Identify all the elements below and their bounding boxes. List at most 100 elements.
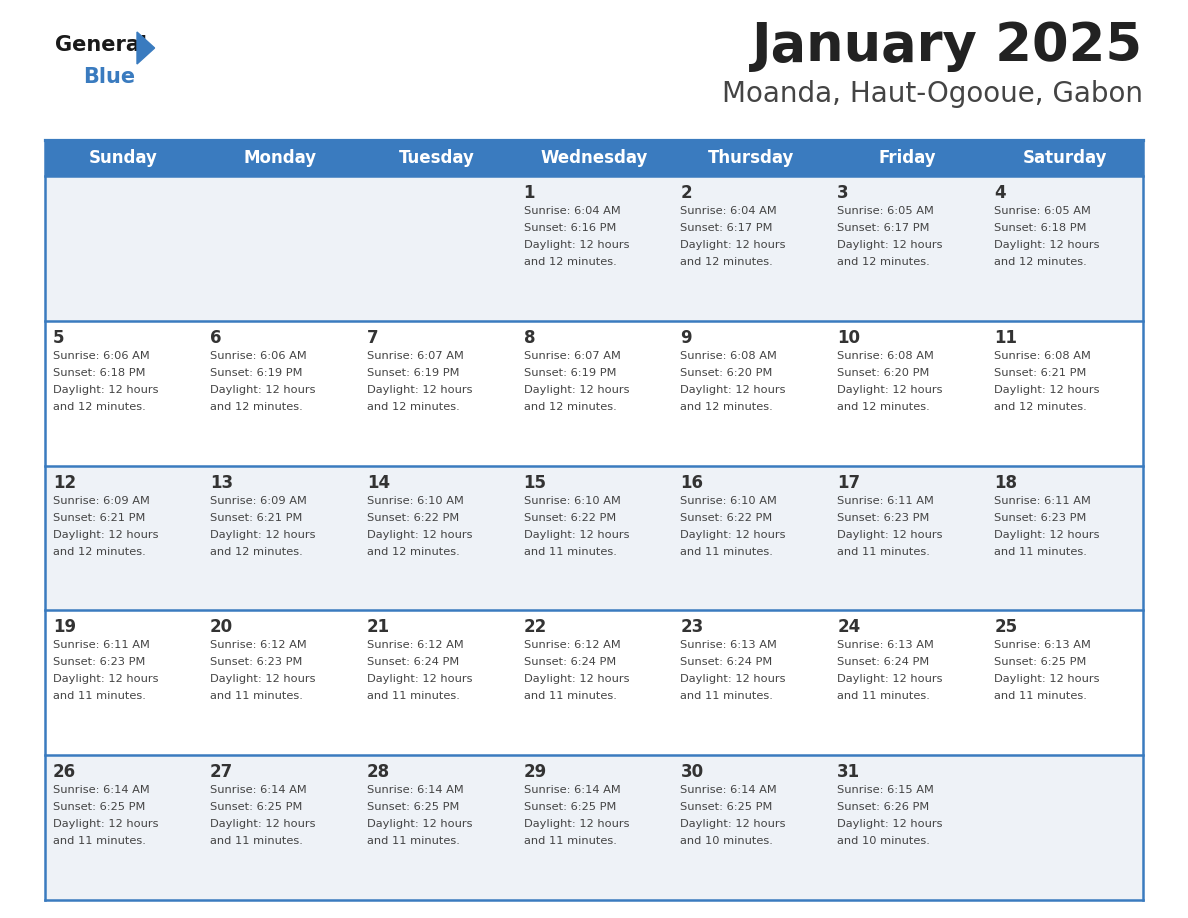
Text: Sunset: 6:23 PM: Sunset: 6:23 PM: [838, 512, 930, 522]
Text: Sunset: 6:18 PM: Sunset: 6:18 PM: [53, 368, 145, 378]
Text: and 12 minutes.: and 12 minutes.: [210, 402, 303, 412]
Text: Sunset: 6:25 PM: Sunset: 6:25 PM: [53, 802, 145, 812]
Bar: [672, 176, 829, 320]
Text: Sunset: 6:17 PM: Sunset: 6:17 PM: [838, 223, 930, 233]
Text: Sunrise: 6:12 AM: Sunrise: 6:12 AM: [524, 641, 620, 650]
Text: and 10 minutes.: and 10 minutes.: [838, 836, 930, 846]
Text: Sunrise: 6:14 AM: Sunrise: 6:14 AM: [53, 785, 150, 795]
Text: Sunset: 6:22 PM: Sunset: 6:22 PM: [367, 512, 459, 522]
Text: Sunrise: 6:13 AM: Sunrise: 6:13 AM: [994, 641, 1091, 650]
Bar: [672, 610, 829, 756]
Text: 18: 18: [994, 474, 1017, 492]
Text: Daylight: 12 hours: Daylight: 12 hours: [524, 675, 630, 685]
Text: 3: 3: [838, 184, 849, 202]
Text: 9: 9: [681, 329, 693, 347]
Text: Sunrise: 6:11 AM: Sunrise: 6:11 AM: [994, 496, 1091, 506]
Text: 16: 16: [681, 474, 703, 492]
Text: 12: 12: [53, 474, 76, 492]
Text: Sunset: 6:23 PM: Sunset: 6:23 PM: [210, 657, 302, 667]
Text: 7: 7: [367, 329, 378, 347]
Bar: [829, 465, 986, 610]
Text: and 11 minutes.: and 11 minutes.: [838, 546, 930, 556]
Text: Daylight: 12 hours: Daylight: 12 hours: [53, 675, 158, 685]
Text: Sunset: 6:21 PM: Sunset: 6:21 PM: [210, 512, 302, 522]
Text: and 11 minutes.: and 11 minutes.: [53, 691, 146, 701]
Bar: [45, 320, 202, 465]
Text: and 11 minutes.: and 11 minutes.: [367, 836, 460, 846]
Text: Daylight: 12 hours: Daylight: 12 hours: [210, 675, 315, 685]
Text: Sunset: 6:25 PM: Sunset: 6:25 PM: [367, 802, 459, 812]
Text: Daylight: 12 hours: Daylight: 12 hours: [367, 385, 472, 395]
Text: 2: 2: [681, 184, 693, 202]
Text: 28: 28: [367, 763, 390, 781]
Bar: [986, 320, 1143, 465]
Text: Sunrise: 6:14 AM: Sunrise: 6:14 AM: [367, 785, 463, 795]
Text: Sunrise: 6:04 AM: Sunrise: 6:04 AM: [681, 206, 777, 216]
Text: Daylight: 12 hours: Daylight: 12 hours: [681, 675, 786, 685]
Text: 14: 14: [367, 474, 390, 492]
Text: 29: 29: [524, 763, 546, 781]
Text: Sunset: 6:17 PM: Sunset: 6:17 PM: [681, 223, 773, 233]
Text: Daylight: 12 hours: Daylight: 12 hours: [210, 530, 315, 540]
Text: and 12 minutes.: and 12 minutes.: [838, 402, 930, 412]
Text: Sunset: 6:19 PM: Sunset: 6:19 PM: [367, 368, 460, 378]
Text: 31: 31: [838, 763, 860, 781]
Text: Daylight: 12 hours: Daylight: 12 hours: [524, 385, 630, 395]
Text: and 11 minutes.: and 11 minutes.: [681, 691, 773, 701]
Bar: [672, 465, 829, 610]
Text: Daylight: 12 hours: Daylight: 12 hours: [681, 819, 786, 829]
Text: and 11 minutes.: and 11 minutes.: [524, 836, 617, 846]
Bar: [516, 176, 672, 320]
Bar: [359, 610, 516, 756]
Text: 27: 27: [210, 763, 233, 781]
Text: Sunset: 6:19 PM: Sunset: 6:19 PM: [524, 368, 617, 378]
Text: 22: 22: [524, 619, 546, 636]
Text: Daylight: 12 hours: Daylight: 12 hours: [367, 819, 472, 829]
Bar: [986, 610, 1143, 756]
Polygon shape: [137, 32, 154, 64]
Text: 8: 8: [524, 329, 535, 347]
Text: and 12 minutes.: and 12 minutes.: [994, 402, 1087, 412]
Text: Wednesday: Wednesday: [541, 149, 647, 167]
Text: 23: 23: [681, 619, 703, 636]
Text: Sunset: 6:21 PM: Sunset: 6:21 PM: [994, 368, 1087, 378]
Text: Daylight: 12 hours: Daylight: 12 hours: [210, 819, 315, 829]
Text: 20: 20: [210, 619, 233, 636]
Text: and 11 minutes.: and 11 minutes.: [210, 836, 303, 846]
Text: Sunrise: 6:10 AM: Sunrise: 6:10 AM: [524, 496, 620, 506]
Text: Sunrise: 6:14 AM: Sunrise: 6:14 AM: [210, 785, 307, 795]
Bar: [202, 756, 359, 900]
Text: Daylight: 12 hours: Daylight: 12 hours: [838, 819, 943, 829]
Text: Daylight: 12 hours: Daylight: 12 hours: [681, 385, 786, 395]
Text: Sunrise: 6:10 AM: Sunrise: 6:10 AM: [681, 496, 777, 506]
Text: and 12 minutes.: and 12 minutes.: [524, 257, 617, 267]
Text: Sunrise: 6:12 AM: Sunrise: 6:12 AM: [210, 641, 307, 650]
Text: Daylight: 12 hours: Daylight: 12 hours: [838, 385, 943, 395]
Text: Daylight: 12 hours: Daylight: 12 hours: [681, 240, 786, 250]
Text: Daylight: 12 hours: Daylight: 12 hours: [994, 385, 1100, 395]
Text: and 11 minutes.: and 11 minutes.: [994, 546, 1087, 556]
Text: Friday: Friday: [879, 149, 936, 167]
Bar: [202, 320, 359, 465]
Text: 10: 10: [838, 329, 860, 347]
Text: Sunset: 6:24 PM: Sunset: 6:24 PM: [524, 657, 615, 667]
Text: Moanda, Haut-Ogooue, Gabon: Moanda, Haut-Ogooue, Gabon: [722, 80, 1143, 108]
Text: and 11 minutes.: and 11 minutes.: [838, 691, 930, 701]
Bar: [359, 176, 516, 320]
Text: Daylight: 12 hours: Daylight: 12 hours: [210, 385, 315, 395]
Text: Sunday: Sunday: [89, 149, 158, 167]
Text: Sunset: 6:23 PM: Sunset: 6:23 PM: [994, 512, 1087, 522]
Text: Daylight: 12 hours: Daylight: 12 hours: [838, 530, 943, 540]
Text: Daylight: 12 hours: Daylight: 12 hours: [681, 530, 786, 540]
Bar: [359, 320, 516, 465]
Text: Sunset: 6:25 PM: Sunset: 6:25 PM: [210, 802, 302, 812]
Text: Daylight: 12 hours: Daylight: 12 hours: [367, 675, 472, 685]
Bar: [672, 756, 829, 900]
Text: Sunrise: 6:11 AM: Sunrise: 6:11 AM: [838, 496, 934, 506]
Text: Sunset: 6:25 PM: Sunset: 6:25 PM: [681, 802, 773, 812]
Text: Tuesday: Tuesday: [399, 149, 475, 167]
Bar: [202, 610, 359, 756]
Text: Sunrise: 6:05 AM: Sunrise: 6:05 AM: [838, 206, 934, 216]
Text: Sunset: 6:24 PM: Sunset: 6:24 PM: [838, 657, 929, 667]
Bar: [202, 465, 359, 610]
